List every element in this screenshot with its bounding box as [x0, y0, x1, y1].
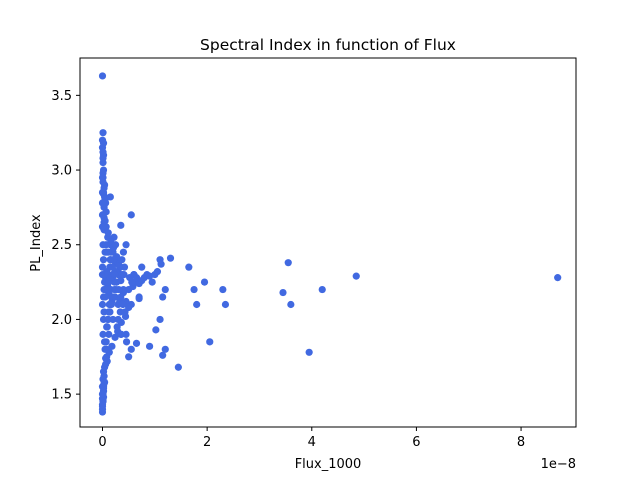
data-point [113, 278, 120, 285]
data-point [99, 149, 106, 156]
data-point [219, 286, 226, 293]
data-point [107, 256, 114, 263]
x-tick-label: 6 [412, 435, 420, 450]
data-point [107, 193, 114, 200]
data-point [190, 286, 197, 293]
data-point [185, 264, 192, 271]
data-point [99, 199, 106, 206]
data-point [175, 364, 182, 371]
chart-title: Spectral Index in function of Flux [200, 36, 456, 54]
y-tick-label: 1.5 [51, 388, 72, 403]
x-scale-offset-label: 1e−8 [541, 457, 576, 472]
data-point [554, 274, 561, 281]
data-point [112, 241, 119, 248]
data-point [222, 301, 229, 308]
data-point [120, 249, 127, 256]
data-point [122, 241, 129, 248]
data-point [99, 129, 106, 136]
data-point [149, 278, 156, 285]
data-point [104, 286, 111, 293]
data-point [99, 383, 106, 390]
data-point [109, 316, 116, 323]
data-point [103, 346, 110, 353]
data-point [101, 338, 108, 345]
data-point [285, 259, 292, 266]
data-point [201, 278, 208, 285]
data-point [105, 229, 112, 236]
data-point [152, 326, 159, 333]
data-point [105, 331, 112, 338]
data-point [99, 301, 106, 308]
data-point [102, 355, 109, 362]
data-point [146, 343, 153, 350]
x-tick-label: 2 [203, 435, 211, 450]
data-point [117, 222, 124, 229]
data-point [167, 255, 174, 262]
data-point [133, 340, 140, 347]
data-point [116, 262, 123, 269]
data-point [158, 261, 165, 268]
data-point [111, 271, 118, 278]
data-point [122, 331, 129, 338]
data-point [99, 211, 106, 218]
data-point [100, 140, 107, 147]
data-point [99, 72, 106, 79]
data-point [101, 364, 108, 371]
data-point [107, 301, 114, 308]
data-point [99, 223, 106, 230]
data-point [121, 308, 128, 315]
data-point [103, 241, 110, 248]
data-point [306, 349, 313, 356]
data-point [138, 264, 145, 271]
data-point [115, 286, 122, 293]
data-point [136, 295, 143, 302]
data-point [120, 271, 127, 278]
data-point [353, 273, 360, 280]
data-point [117, 293, 124, 300]
data-point [119, 301, 126, 308]
x-axis-title: Flux_1000 [295, 457, 362, 472]
data-point [193, 301, 200, 308]
y-tick-label: 2.5 [51, 238, 72, 253]
data-point [128, 346, 135, 353]
x-tick-label: 8 [517, 435, 525, 450]
data-point [123, 338, 130, 345]
data-point [162, 346, 169, 353]
data-point [99, 174, 106, 181]
data-point [156, 316, 163, 323]
y-tick-label: 2.0 [51, 313, 72, 328]
data-point [105, 249, 112, 256]
data-point [109, 264, 116, 271]
y-axis-title: PL_Index [29, 214, 44, 272]
x-tick-label: 4 [308, 435, 316, 450]
data-point [287, 301, 294, 308]
x-tick-label: 0 [98, 435, 106, 450]
data-point [99, 408, 106, 415]
data-point [102, 293, 109, 300]
data-point [159, 293, 166, 300]
data-point [103, 323, 110, 330]
data-point [99, 391, 106, 398]
data-point [154, 268, 161, 275]
data-point [106, 308, 113, 315]
y-tick-label: 3.5 [51, 89, 72, 104]
data-point [99, 189, 106, 196]
data-point [206, 338, 213, 345]
data-point [125, 353, 132, 360]
data-point [279, 289, 286, 296]
data-point [100, 256, 107, 263]
y-tick-label: 3.0 [51, 164, 72, 179]
data-point [114, 323, 121, 330]
data-point [319, 286, 326, 293]
data-point [162, 286, 169, 293]
data-point [128, 211, 135, 218]
